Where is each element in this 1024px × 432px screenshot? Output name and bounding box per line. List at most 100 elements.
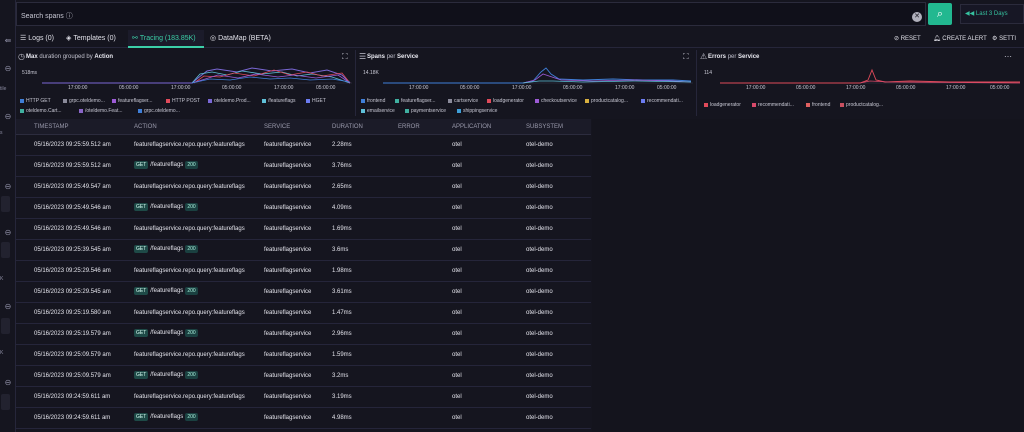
column-header-service[interactable]: SERVICE (264, 124, 291, 130)
close-circle-icon[interactable]: ✕ (912, 12, 922, 22)
action-text: featureflagservice.repo.query:featurefla… (134, 352, 245, 358)
action-text: /featureflags (150, 414, 184, 420)
http-method-badge: GET (134, 371, 149, 379)
legend-item[interactable]: loadgenerator (487, 98, 524, 104)
sidebar-toggle-icon[interactable]: ⊖ (4, 378, 12, 387)
service-cell: featureflagservice (264, 247, 312, 253)
sidebar-toggle-icon[interactable]: ⊖ (4, 182, 12, 191)
table-row[interactable]: 05/16/2023 09:25:39.545 am GET/featurefla… (16, 240, 591, 261)
action-cell: GET/featureflags 200 (134, 371, 198, 379)
reset-button[interactable]: ⊘ RESET (894, 36, 921, 42)
sidebar-toggle-icon[interactable]: ⊖ (4, 302, 12, 311)
column-header-duration[interactable]: DURATION (332, 124, 363, 130)
table-row[interactable]: 05/16/2023 09:25:49.547 am featureflagser… (16, 177, 591, 198)
tab-logs[interactable]: ☰ Logs (0) (20, 35, 54, 42)
action-text: featureflagservice.repo.query:featurefla… (134, 394, 245, 400)
timestamp-cell: 05/16/2023 09:25:39.545 am (34, 247, 111, 253)
legend-item[interactable]: emailservice (361, 108, 395, 114)
create-alert-button[interactable]: 🔔︎ CREATE ALERT (933, 36, 987, 42)
duration-cell: 1.69ms (332, 226, 352, 232)
table-row[interactable]: 05/16/2023 09:24:59.611 am featureflagser… (16, 387, 591, 408)
legend-item[interactable]: recommendati... (752, 102, 794, 108)
legend-item[interactable]: paymentservice (405, 108, 446, 114)
legend-item[interactable]: recommendati... (641, 98, 683, 104)
legend-item[interactable]: HTTP GET (20, 98, 51, 104)
service-cell: featureflagservice (264, 142, 312, 148)
legend-item[interactable]: shippingservice (457, 108, 497, 114)
settings-button[interactable]: ⚙ SETTI (992, 36, 1017, 42)
duration-cell: 3.6ms (332, 247, 349, 253)
sidebar-toggle-icon[interactable]: ⊖ (4, 64, 12, 73)
table-row[interactable]: 05/16/2023 09:25:59.512 am GET/featurefla… (16, 156, 591, 177)
column-header-action[interactable]: ACTION (134, 124, 157, 130)
legend-item[interactable]: oteldemo.Cart... (20, 108, 62, 114)
search-input[interactable]: Search spans ⓘ ✕ (16, 2, 926, 26)
spans-chart (383, 67, 693, 84)
legend-item[interactable]: cartservice (448, 98, 478, 104)
tab-templates[interactable]: ◈ Templates (0) (66, 35, 116, 42)
table-row[interactable]: 05/16/2023 09:25:49.546 am GET/featurefla… (16, 198, 591, 219)
legend-item[interactable]: featureflagser... (395, 98, 435, 104)
legend-item[interactable]: frontend (361, 98, 385, 104)
table-header: TIMESTAMP ACTION SERVICE DURATION ERROR … (16, 119, 591, 135)
legend-item[interactable]: productcatalog... (585, 98, 628, 104)
table-row[interactable]: 05/16/2023 09:25:59.512 am featureflagser… (16, 135, 591, 156)
search-button[interactable]: ⌕ (928, 3, 952, 25)
sidebar-toggle-icon[interactable]: ⊖ (4, 112, 12, 121)
application-cell: otel (452, 184, 462, 190)
sidebar-field[interactable] (1, 394, 10, 410)
tab-datamap[interactable]: ◎ DataMap (BETA) (210, 35, 271, 42)
time-range-button[interactable]: ◀◀ Last 3 Days (960, 4, 1024, 24)
table-row[interactable]: 05/16/2023 09:24:59.611 am GET/featurefla… (16, 408, 591, 429)
table-row[interactable]: 05/16/2023 09:25:19.580 am featureflagser… (16, 303, 591, 324)
table-row[interactable]: 05/16/2023 09:25:19.579 am GET/featurefla… (16, 324, 591, 345)
action-cell: featureflagservice.repo.query:featurefla… (134, 184, 245, 191)
legend-item[interactable]: oteldemo.Prod... (208, 98, 251, 104)
legend-item[interactable]: checkoutservice (535, 98, 577, 104)
application-cell: otel (452, 163, 462, 169)
expand-icon[interactable]: ⛶ (342, 52, 348, 61)
expand-icon[interactable]: ⛶ (683, 52, 689, 61)
action-cell: featureflagservice.repo.query:featurefla… (134, 226, 245, 233)
http-method-badge: GET (134, 203, 149, 211)
sidebar-field[interactable] (1, 318, 10, 334)
legend-item[interactable]: loadgenerator (704, 102, 741, 108)
legend-item[interactable]: featureflagser... (112, 98, 152, 104)
table-row[interactable]: 05/16/2023 09:25:29.545 am GET/featurefla… (16, 282, 591, 303)
legend-item[interactable]: HTTP POST (166, 98, 200, 104)
status-code-badge: 200 (185, 287, 198, 295)
legend-item[interactable]: frontend (806, 102, 830, 108)
duration-cell: 3.61ms (332, 289, 352, 295)
legend-item[interactable]: productcatalog... (840, 102, 883, 108)
column-header-error[interactable]: ERROR (398, 124, 420, 130)
question-circle-icon[interactable]: ⓘ (65, 13, 73, 20)
sidebar-text: K (0, 276, 4, 282)
column-header-timestamp[interactable]: TIMESTAMP (34, 124, 69, 130)
sidebar-field[interactable] (1, 196, 10, 212)
action-text: /featureflags (150, 162, 184, 168)
application-cell: otel (452, 352, 462, 358)
double-arrow-left-icon: ◀◀ (965, 11, 975, 17)
table-row[interactable]: 05/16/2023 09:25:09.579 am featureflagser… (16, 345, 591, 366)
status-code-badge: 200 (185, 203, 198, 211)
spans-per-service-panel: ☰ Spans per Service ⛶ 14.18K 17:00:00 05… (357, 50, 697, 116)
column-header-subsystem[interactable]: SUBSYSTEM (526, 124, 564, 130)
table-row[interactable]: 05/16/2023 09:25:49.546 am featureflagser… (16, 219, 591, 240)
column-header-application[interactable]: APPLICATION (452, 124, 492, 130)
legend-item[interactable]: /oteldemo.Feat... (79, 108, 123, 114)
legend-item[interactable]: /featureflags (262, 98, 296, 104)
timestamp-cell: 05/16/2023 09:25:49.546 am (34, 226, 111, 232)
legend-item[interactable]: HGET (306, 98, 326, 104)
subsystem-cell: otel-demo (526, 331, 553, 337)
sidebar-toggle-icon[interactable]: ⊖ (4, 228, 12, 237)
more-options-icon[interactable]: ⋯ (1004, 52, 1012, 61)
legend-item[interactable]: grpc.oteldemo... (63, 98, 105, 104)
collapse-menu-icon[interactable]: ⇚ (4, 36, 12, 45)
timestamp-cell: 05/16/2023 09:25:29.545 am (34, 289, 111, 295)
sidebar-field[interactable] (1, 242, 10, 258)
table-row[interactable]: 05/16/2023 09:25:29.546 am featureflagser… (16, 261, 591, 282)
tab-tracing[interactable]: ⚯ Tracing (183.85K) (128, 30, 204, 48)
legend-item[interactable]: grpc.oteldemo... (138, 108, 180, 114)
table-row[interactable]: 05/16/2023 09:25:09.579 am GET/featurefla… (16, 366, 591, 387)
x-axis-tick: 17:00:00 (946, 85, 966, 91)
